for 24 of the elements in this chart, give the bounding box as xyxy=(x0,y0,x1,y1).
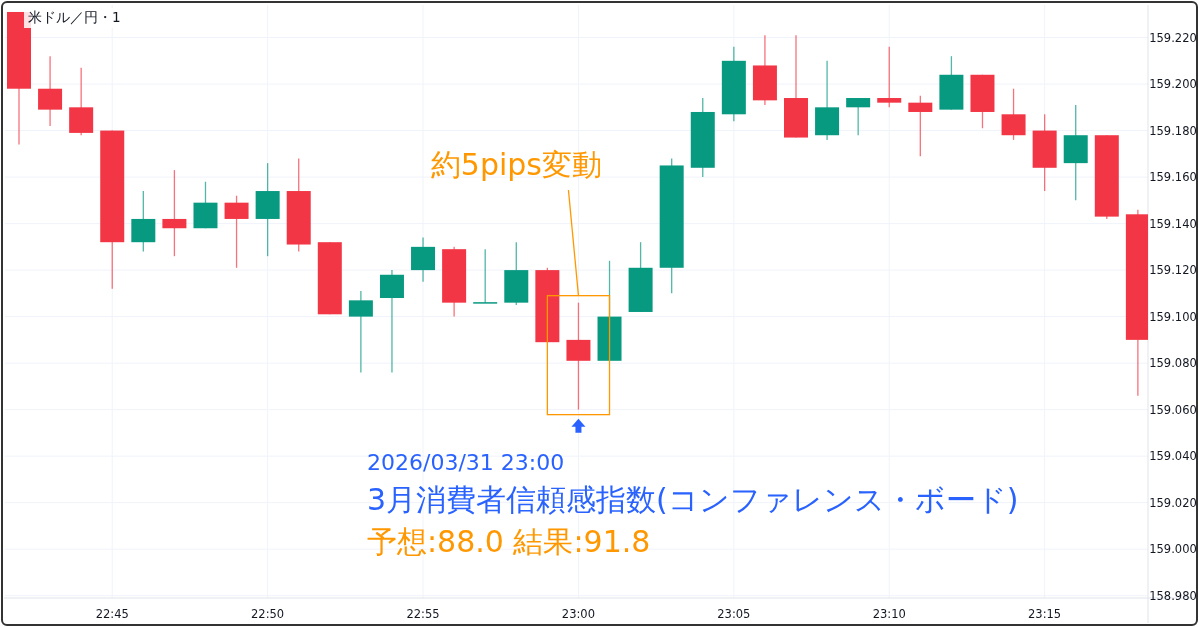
x-tick-label: 23:05 xyxy=(717,607,751,621)
y-tick-label: 159.120 xyxy=(1149,263,1197,278)
y-tick-label: 158.980 xyxy=(1149,588,1197,603)
y-tick-label: 159.220 xyxy=(1149,30,1197,45)
y-tick-label: 159.100 xyxy=(1149,309,1197,324)
annotation: 2026/03/31 23:00 xyxy=(367,450,565,475)
x-tick-label: 23:15 xyxy=(1028,607,1062,621)
annotation: 3月消費者信頼感指数(コンファレンス・ボード) xyxy=(367,482,1019,517)
y-tick-label: 159.200 xyxy=(1149,77,1197,92)
y-tick-label: 159.160 xyxy=(1149,170,1197,185)
annotation: 約5pips変動 xyxy=(430,147,603,182)
x-tick-label: 22:55 xyxy=(406,607,440,621)
x-tick-label: 22:45 xyxy=(95,607,129,621)
y-tick-label: 159.140 xyxy=(1149,216,1197,231)
x-tick-label: 22:50 xyxy=(251,607,285,621)
y-tick-label: 159.000 xyxy=(1149,542,1197,557)
y-tick-label: 159.020 xyxy=(1149,495,1197,510)
y-tick-label: 159.040 xyxy=(1149,449,1197,464)
x-tick-label: 23:00 xyxy=(561,607,596,621)
annotation: 予想:88.0 結果:91.8 xyxy=(367,524,651,559)
y-tick-label: 159.060 xyxy=(1149,402,1197,417)
y-tick-label: 159.180 xyxy=(1149,123,1197,138)
x-tick-label: 23:10 xyxy=(872,607,906,621)
y-tick-label: 159.080 xyxy=(1149,356,1197,371)
